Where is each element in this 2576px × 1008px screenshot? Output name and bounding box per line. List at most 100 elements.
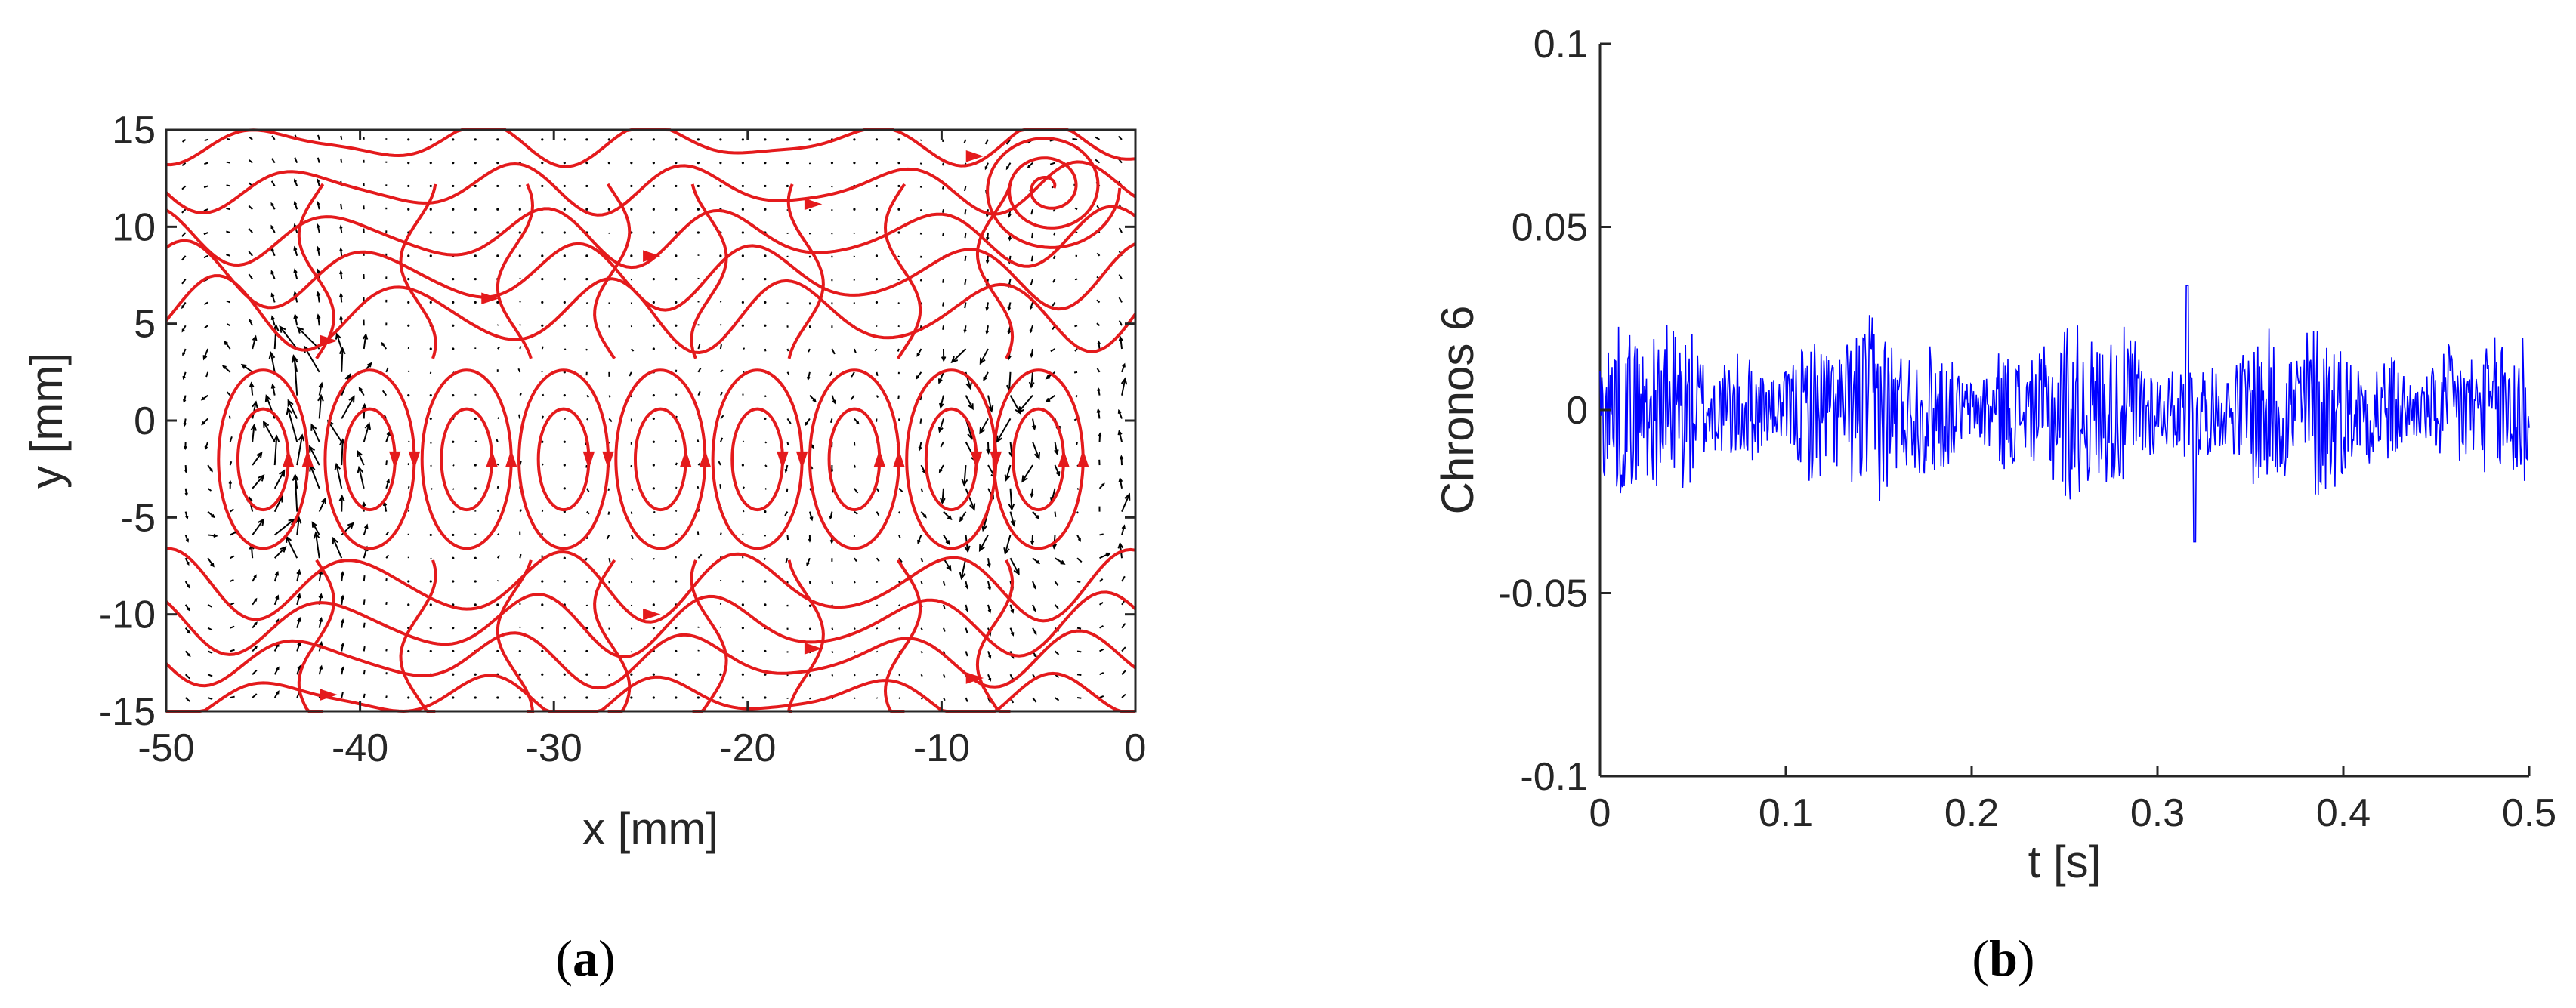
vector-arrow	[876, 395, 879, 399]
vector-arrowhead	[224, 340, 228, 345]
streamline-vertical	[690, 559, 728, 713]
vector-arrow	[273, 496, 283, 513]
vector-arrow	[979, 418, 989, 433]
vector-arrow	[496, 555, 501, 559]
vector-dot	[429, 231, 432, 234]
vector-arrowhead	[338, 315, 344, 320]
panel-b-xlabel: t [s]	[2028, 837, 2102, 887]
vector-arrow	[1076, 674, 1082, 677]
vector-arrowhead	[829, 515, 833, 520]
vector-dot	[541, 231, 544, 234]
x-tick-label: -30	[526, 726, 582, 770]
vector-arrow	[181, 208, 187, 214]
vector-dot	[563, 254, 566, 257]
vector-arrow	[207, 603, 212, 608]
vector-arrow	[963, 464, 967, 486]
vector-arrow	[1054, 697, 1060, 701]
vector-dot	[607, 138, 610, 141]
vector-dot	[630, 696, 633, 699]
vector-arrowhead	[965, 585, 968, 590]
vector-arrow	[335, 464, 343, 489]
vector-arrowhead	[313, 531, 320, 539]
vector-arrow	[920, 488, 923, 492]
vector-arrow	[586, 510, 590, 515]
vector-arrow	[452, 464, 455, 467]
vector-arrowhead	[293, 178, 298, 183]
vector-arrow	[608, 395, 611, 398]
vector-arrow	[608, 418, 613, 423]
vector-arrowhead	[254, 621, 258, 626]
vector-arrow	[1004, 535, 1012, 554]
streamlines	[165, 128, 1137, 714]
vector-arrow	[318, 570, 322, 582]
vector-arrowhead	[318, 381, 324, 388]
vector-dot	[607, 162, 610, 165]
vector-arrow	[1074, 348, 1078, 352]
vector-dot	[675, 184, 678, 188]
vector-arrowhead	[274, 570, 280, 576]
vector-arrow	[964, 232, 967, 239]
vector-arrow	[248, 273, 253, 280]
vector-arrow	[1099, 671, 1104, 676]
vector-arrow	[363, 693, 366, 698]
vector-dot	[496, 184, 499, 188]
vector-arrow	[286, 536, 298, 559]
vector-arrowhead	[1098, 432, 1102, 437]
vector-arrowhead	[1005, 166, 1010, 171]
vector-dot	[429, 301, 432, 304]
vector-dot	[407, 603, 410, 606]
vector-arrow	[252, 336, 257, 350]
vector-dot	[741, 603, 744, 606]
vector-arrowhead	[1010, 632, 1015, 637]
vector-arrowhead	[1003, 547, 1010, 556]
vector-dot	[675, 649, 678, 653]
vector-arrowhead	[287, 399, 294, 407]
vector-arrow	[629, 395, 632, 398]
vector-dot	[563, 278, 566, 281]
vector-dot	[675, 138, 678, 141]
streamline-arrow	[643, 608, 661, 621]
streamline-arrow	[486, 449, 498, 467]
vector-arrow	[363, 575, 366, 582]
vector-arrow	[942, 325, 944, 330]
vector-arrow	[897, 348, 900, 352]
vector-dot	[585, 254, 588, 257]
vector-arrow	[296, 594, 301, 606]
vector-dot	[496, 208, 499, 211]
vector-dot	[563, 464, 566, 467]
vector-dot	[407, 696, 410, 699]
vector-arrowhead	[185, 538, 189, 543]
vector-arrow	[1018, 394, 1033, 413]
vector-arrowhead	[341, 642, 344, 647]
vector-arrow	[829, 418, 833, 424]
vector-dot	[407, 580, 410, 583]
vector-arrow	[996, 418, 1012, 442]
vector-arrow	[919, 325, 922, 328]
vector-arrowhead	[254, 645, 258, 649]
vector-arrow	[1030, 371, 1033, 387]
vector-arrow	[898, 557, 903, 563]
vector-arrow	[1054, 464, 1060, 476]
vector-dot	[541, 184, 544, 188]
vector-arrowhead	[270, 383, 276, 389]
vector-arrowhead	[332, 536, 338, 545]
vector-dot	[697, 184, 700, 188]
vector-dot	[541, 603, 544, 606]
vector-arrowhead	[252, 334, 258, 341]
y-tick-label: 0.1	[1534, 23, 1588, 66]
x-tick-label: 0.2	[1944, 791, 1999, 835]
vector-arrowhead	[988, 655, 992, 659]
panel-a-ylabel: y [mm]	[21, 353, 72, 489]
vector-dot	[407, 184, 410, 188]
vector-arrow	[1120, 337, 1123, 350]
vector-arrowhead	[1013, 568, 1020, 576]
vector-arrow	[854, 464, 857, 468]
vector-arrow	[920, 557, 924, 563]
vector-arrowhead	[319, 664, 323, 670]
vector-dot	[407, 324, 410, 327]
vector-arrow	[271, 158, 276, 164]
vector-arrow	[297, 327, 320, 350]
vector-dot	[563, 440, 566, 443]
vector-arrow	[850, 395, 855, 401]
